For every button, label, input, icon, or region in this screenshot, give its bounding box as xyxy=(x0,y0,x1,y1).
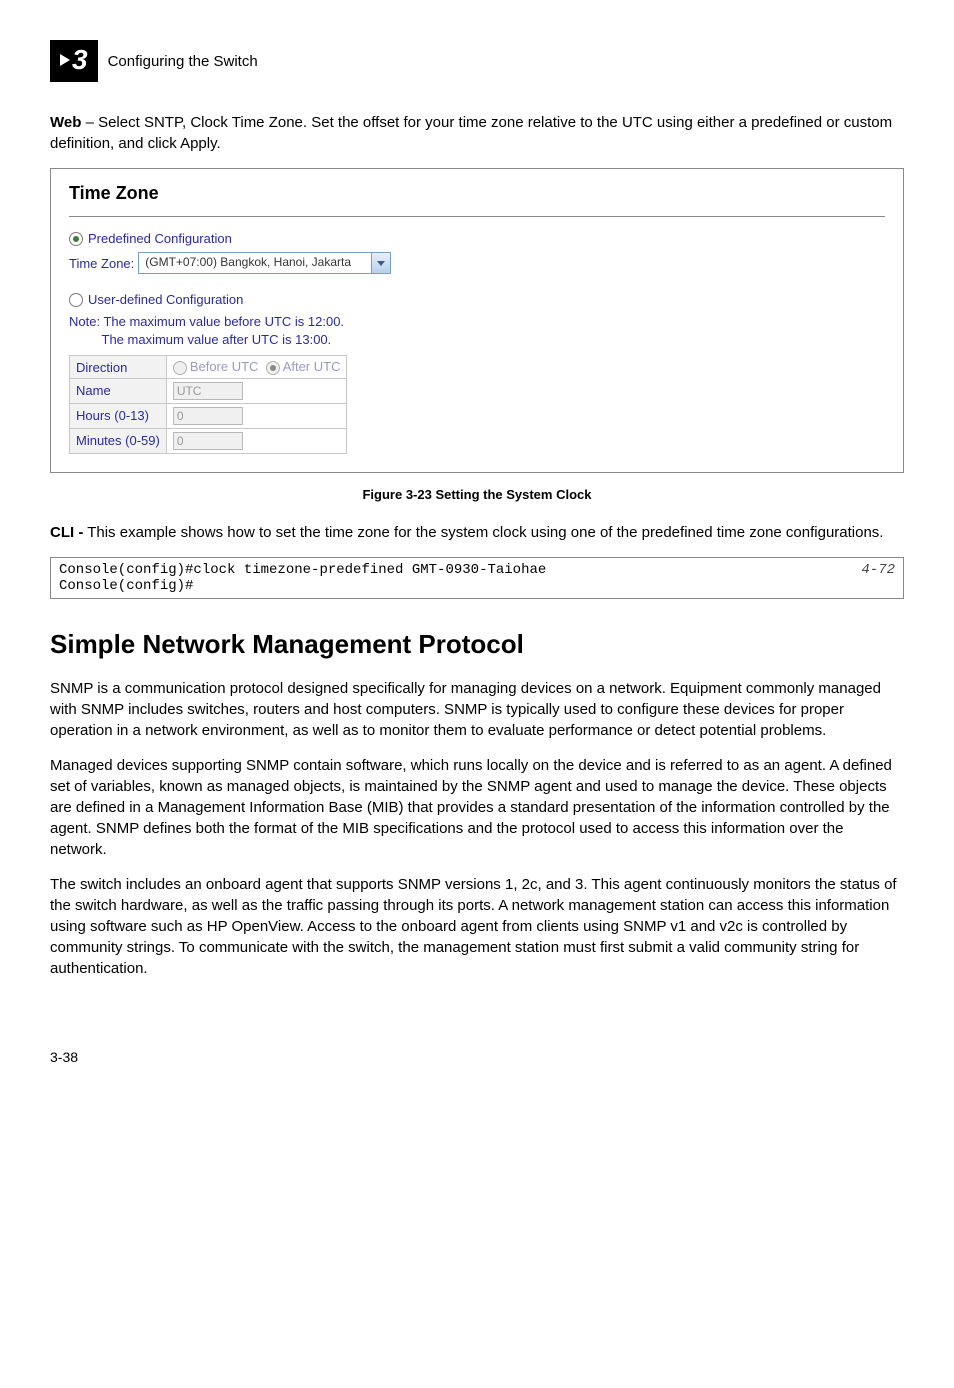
hours-label: Hours (0-13) xyxy=(70,403,167,428)
name-value-cell: UTC xyxy=(166,378,347,403)
userdef-radio[interactable] xyxy=(69,293,83,307)
predefined-radio[interactable] xyxy=(69,232,83,246)
chapter-number: 3 xyxy=(72,44,88,76)
figure-caption: Figure 3-23 Setting the System Clock xyxy=(50,487,904,502)
userdef-form-table: Direction Before UTC After UTC Name UTC … xyxy=(69,355,347,454)
web-intro-paragraph: Web – Select SNTP, Clock Time Zone. Set … xyxy=(50,112,904,154)
name-input[interactable]: UTC xyxy=(173,382,243,400)
table-row: Direction Before UTC After UTC xyxy=(70,356,347,379)
direction-value-cell: Before UTC After UTC xyxy=(166,356,347,379)
direction-label: Direction xyxy=(70,356,167,379)
timezone-selected-value: (GMT+07:00) Bangkok, Hanoi, Jakarta xyxy=(139,253,371,273)
chapter-badge: 3 xyxy=(50,40,98,82)
section-title: Simple Network Management Protocol xyxy=(50,629,904,660)
after-utc-label: After UTC xyxy=(283,359,341,374)
userdef-note: Note: The maximum value before UTC is 12… xyxy=(69,313,885,349)
name-label: Name xyxy=(70,378,167,403)
snmp-para-1: SNMP is a communication protocol designe… xyxy=(50,678,904,741)
table-row: Name UTC xyxy=(70,378,347,403)
web-rest: – Select SNTP, Clock Time Zone. Set the … xyxy=(50,114,892,152)
table-row: Hours (0-13) 0 xyxy=(70,403,347,428)
code-line2: Console(config)# xyxy=(59,578,193,594)
snmp-para-2: Managed devices supporting SNMP contain … xyxy=(50,755,904,860)
page-number: 3-38 xyxy=(50,1049,904,1065)
userdef-radio-row[interactable]: User-defined Configuration xyxy=(69,292,885,307)
minutes-input[interactable]: 0 xyxy=(173,432,243,450)
chevron-down-icon xyxy=(377,261,385,266)
select-dropdown-button[interactable] xyxy=(371,253,390,273)
hours-value-cell: 0 xyxy=(166,403,347,428)
table-row: Minutes (0-59) 0 xyxy=(70,428,347,453)
cli-prefix: CLI - xyxy=(50,524,83,541)
arrow-right-icon xyxy=(60,54,70,66)
chapter-title: Configuring the Switch xyxy=(108,53,258,70)
web-prefix: Web xyxy=(50,114,81,131)
note-line2: The maximum value after UTC is 13:00. xyxy=(102,332,332,347)
cli-intro-paragraph: CLI - This example shows how to set the … xyxy=(50,522,904,543)
predefined-label: Predefined Configuration xyxy=(88,231,232,246)
timezone-screenshot: Time Zone Predefined Configuration Time … xyxy=(50,168,904,473)
before-utc-radio[interactable] xyxy=(173,361,187,375)
minutes-value-cell: 0 xyxy=(166,428,347,453)
chapter-header: 3 Configuring the Switch xyxy=(50,40,904,82)
before-utc-label: Before UTC xyxy=(190,359,259,374)
timezone-select-row: Time Zone: (GMT+07:00) Bangkok, Hanoi, J… xyxy=(69,252,885,274)
after-utc-radio[interactable] xyxy=(266,361,280,375)
cli-rest: This example shows how to set the time z… xyxy=(83,524,883,541)
cli-code-block: Console(config)#clock timezone-predefine… xyxy=(50,557,904,599)
userdef-label: User-defined Configuration xyxy=(88,292,243,307)
timezone-select[interactable]: (GMT+07:00) Bangkok, Hanoi, Jakarta xyxy=(138,252,391,274)
code-line1: Console(config)#clock timezone-predefine… xyxy=(59,562,546,578)
snmp-para-3: The switch includes an onboard agent tha… xyxy=(50,874,904,979)
note-line1: Note: The maximum value before UTC is 12… xyxy=(69,314,344,329)
divider xyxy=(69,216,885,217)
cli-code-left: Console(config)#clock timezone-predefine… xyxy=(59,562,546,594)
screenshot-title: Time Zone xyxy=(69,183,885,204)
cli-code-ref: 4-72 xyxy=(861,562,895,594)
predefined-radio-row[interactable]: Predefined Configuration xyxy=(69,231,885,246)
hours-input[interactable]: 0 xyxy=(173,407,243,425)
minutes-label: Minutes (0-59) xyxy=(70,428,167,453)
timezone-label: Time Zone: xyxy=(69,256,134,271)
